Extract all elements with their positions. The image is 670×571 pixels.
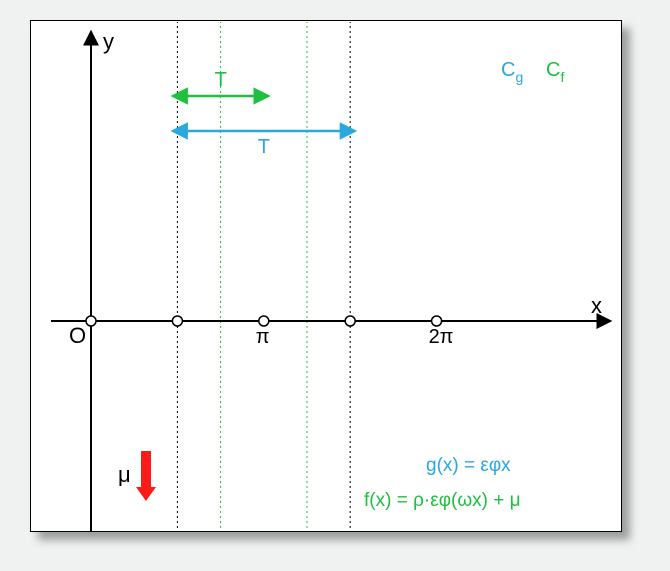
mu-label: μ <box>118 462 131 487</box>
origin-label: O <box>69 323 86 348</box>
period-label-g: T <box>258 136 270 158</box>
tick-label: π <box>256 326 270 348</box>
y-axis-label: y <box>103 29 114 54</box>
open-circle <box>432 316 442 326</box>
x-axis-label: x <box>591 293 602 318</box>
open-circle <box>259 316 269 326</box>
curve-label-cg: Cg <box>501 59 523 85</box>
chart-frame: x y Oπ 2π T Tμ Cg Cf g(x) = εφx f(x) = ρ·εφ(ωx) +… <box>30 20 622 532</box>
tick-label: 2π <box>429 326 454 348</box>
equation-g: g(x) = εφx <box>426 455 511 476</box>
period-label-f: T <box>215 69 227 91</box>
open-circle <box>86 316 96 326</box>
mu-arrow-icon <box>136 451 156 501</box>
curve-label-cf: Cf <box>546 59 564 85</box>
equation-f: f(x) = ρ·εφ(ωx) + μ <box>364 490 521 511</box>
open-circle <box>345 316 355 326</box>
chart-svg: x y Oπ 2π T Tμ Cg Cf g(x) = εφx f(x) = ρ·εφ(ωx) +… <box>31 21 621 531</box>
open-circle <box>172 316 182 326</box>
